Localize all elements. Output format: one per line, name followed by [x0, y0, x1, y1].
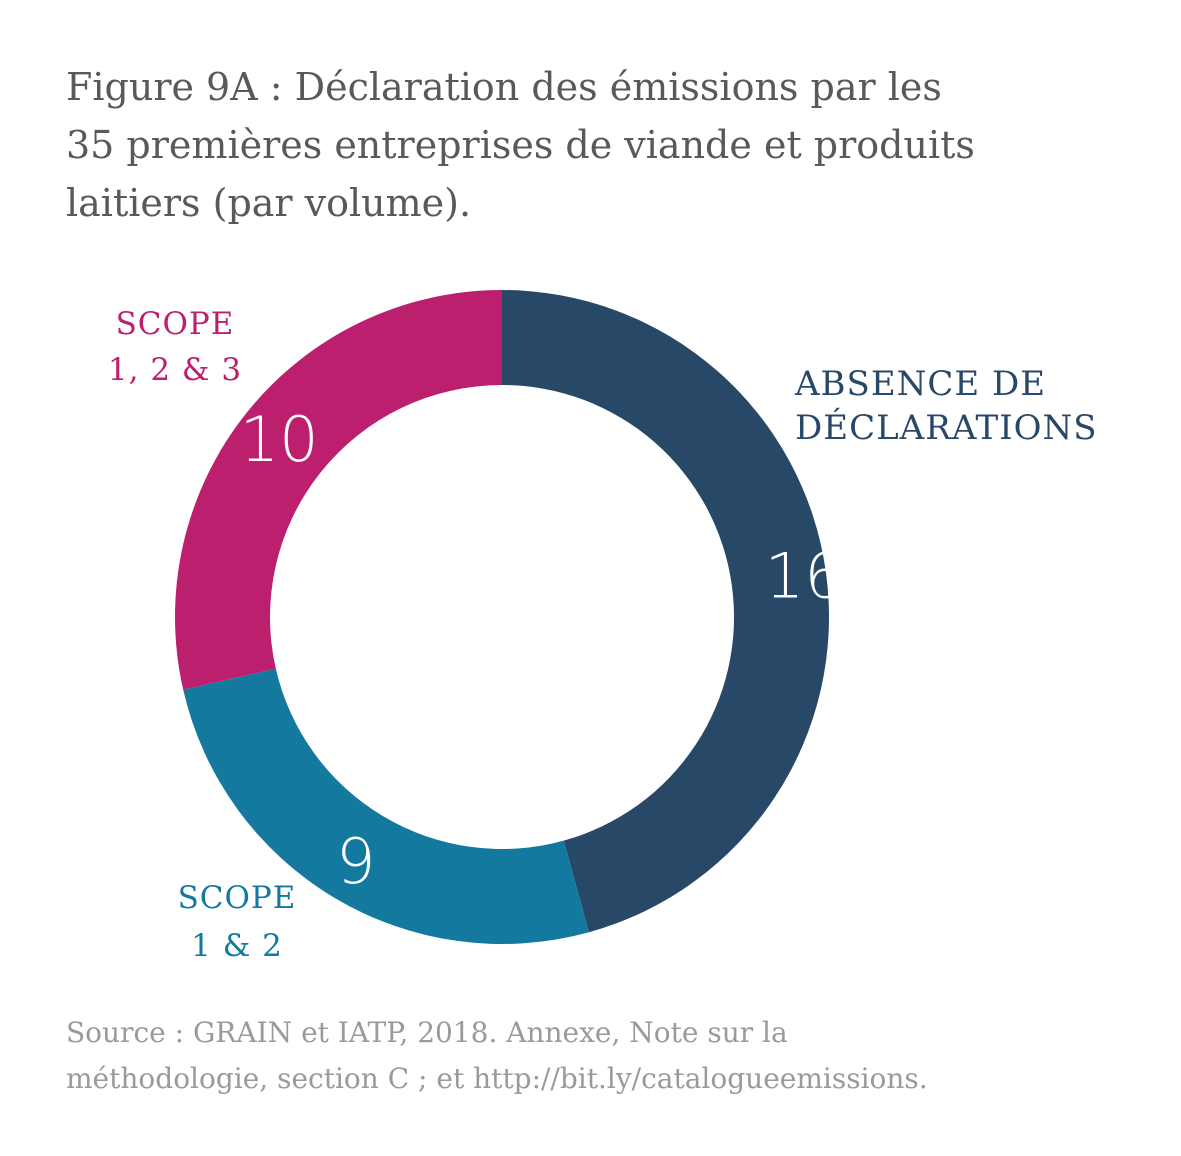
slice-category-label: 1 & 2 [191, 928, 283, 964]
source-note: Source : GRAIN et IATP, 2018. Annexe, No… [66, 1010, 1146, 1102]
donut-slice [174, 290, 502, 690]
slice-category-label: DÉCLARATIONS [795, 407, 1098, 448]
donut-slices [174, 290, 830, 944]
slice-category-label: 1, 2 & 3 [108, 352, 242, 388]
slice-category-label: ABSENCE DE [794, 364, 1046, 404]
chart-title: Figure 9A : Déclaration des émissions pa… [66, 58, 1066, 232]
donut-slice [183, 668, 589, 944]
donut-value-labels: 16 9 10 [240, 403, 844, 898]
source-line: méthodologie, section C ; et http://bit.… [66, 1062, 928, 1095]
donut-slice [502, 290, 830, 933]
chart-title-line: laitiers (par volume). [66, 181, 472, 225]
slice-category-label: SCOPE [116, 306, 235, 342]
chart-title-line: Figure 9A : Déclaration des émissions pa… [66, 65, 942, 109]
slice-value-label: 10 [240, 403, 319, 476]
chart-title-line: 35 premières entreprises de viande et pr… [66, 123, 975, 167]
slice-value-label: 9 [336, 825, 375, 898]
slice-value-label: 16 [765, 540, 844, 613]
slice-category-label: SCOPE [178, 880, 297, 916]
source-line: Source : GRAIN et IATP, 2018. Annexe, No… [66, 1016, 788, 1049]
